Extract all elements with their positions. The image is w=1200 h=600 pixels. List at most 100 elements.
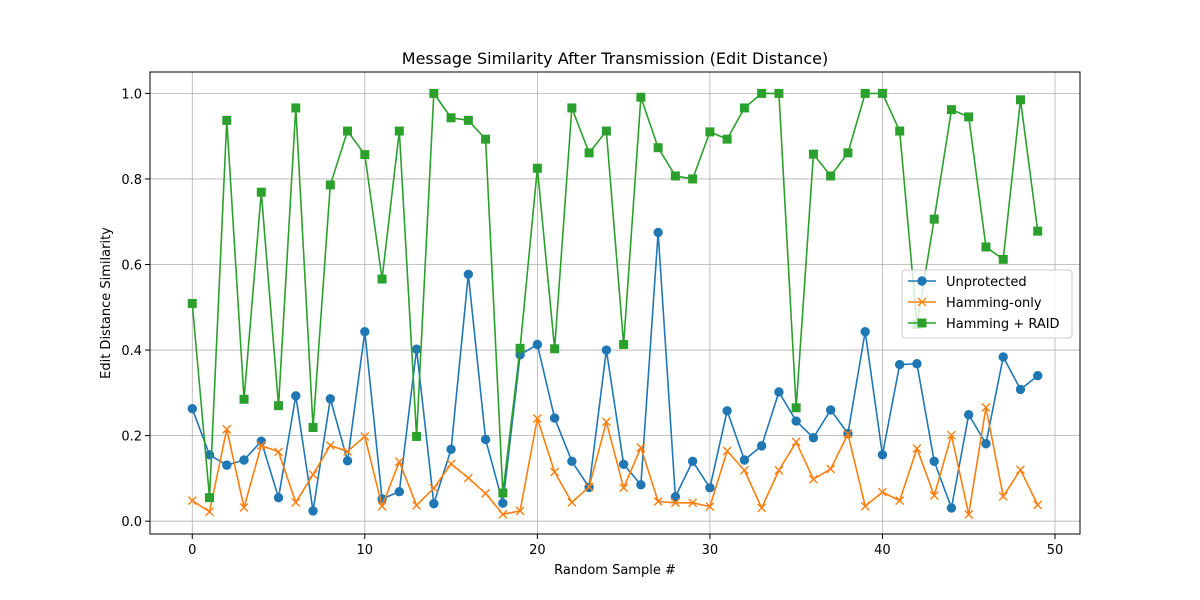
data-point-hamming-raid	[895, 126, 905, 136]
data-point-hamming-only	[981, 402, 991, 412]
data-point-hamming-raid	[739, 103, 749, 113]
data-point-hamming-raid	[412, 431, 422, 441]
axes-frame	[149, 71, 1081, 535]
data-point-unprotected	[739, 455, 750, 465]
data-point-unprotected	[756, 441, 767, 451]
x-tick-label: 50	[1047, 543, 1064, 558]
data-point-unprotected	[342, 456, 353, 466]
data-point-hamming-only	[256, 440, 266, 450]
data-point-unprotected	[860, 326, 870, 337]
data-point-hamming-only	[757, 503, 767, 513]
data-point-hamming-only	[636, 443, 646, 453]
data-point-hamming-only	[550, 467, 560, 477]
data-point-unprotected	[325, 394, 336, 404]
data-point-unprotected	[446, 444, 456, 454]
data-point-hamming-raid	[722, 134, 732, 144]
data-point-unprotected	[360, 326, 370, 337]
legend-marker-hamming-raid	[917, 318, 927, 328]
y-tick-label: 1.0	[121, 87, 142, 102]
data-point-unprotected	[825, 405, 836, 415]
data-point-hamming-only	[584, 482, 594, 492]
data-point-hamming-only	[343, 446, 353, 456]
legend-label-hamming-only: Hamming-only	[946, 296, 1042, 311]
data-point-unprotected	[601, 345, 612, 355]
data-point-hamming-raid	[981, 242, 991, 252]
data-point-hamming-raid	[791, 403, 801, 413]
data-point-hamming-only	[843, 429, 853, 439]
data-point-hamming-only	[946, 430, 956, 440]
plot-area	[187, 88, 1043, 519]
data-point-unprotected	[187, 403, 197, 414]
data-point-hamming-raid	[653, 143, 663, 153]
data-point-unprotected	[480, 434, 491, 445]
series-line-hamming-raid	[191, 92, 1039, 499]
y-tick-label: 0.0	[121, 515, 142, 530]
data-point-hamming-raid	[998, 254, 1008, 264]
data-point-hamming-only	[394, 457, 404, 467]
y-axis-label: Edit Distance Similarity	[99, 227, 114, 379]
data-point-unprotected	[929, 456, 939, 466]
data-point-hamming-raid	[394, 126, 404, 136]
data-point-unprotected	[463, 269, 474, 280]
data-point-hamming-raid	[1033, 226, 1043, 236]
data-point-hamming-only	[360, 431, 370, 441]
data-point-hamming-raid	[291, 103, 301, 113]
x-tick-label: 30	[702, 543, 719, 558]
data-point-hamming-raid	[964, 112, 974, 122]
data-point-hamming-only	[222, 424, 232, 434]
data-point-hamming-raid	[481, 134, 491, 144]
data-point-hamming-raid	[498, 488, 508, 498]
data-point-hamming-only	[446, 459, 456, 469]
data-point-unprotected	[687, 456, 698, 466]
series-line-unprotected	[191, 231, 1039, 512]
data-point-hamming-raid	[532, 163, 542, 173]
data-point-hamming-raid	[463, 115, 473, 125]
data-point-unprotected	[774, 387, 784, 397]
data-point-hamming-only	[205, 507, 215, 517]
data-point-hamming-only	[791, 437, 801, 447]
y-tick-label: 0.8	[121, 173, 142, 188]
data-point-hamming-raid	[308, 422, 318, 432]
legend-box	[901, 269, 1073, 339]
data-point-hamming-raid	[619, 339, 629, 349]
data-point-hamming-raid	[808, 149, 818, 159]
data-point-hamming-only	[601, 417, 611, 427]
chart-title: Message Similarity After Transmission (E…	[402, 49, 828, 68]
data-point-hamming-only	[187, 496, 197, 506]
data-point-unprotected	[808, 433, 819, 443]
data-point-hamming-only	[619, 483, 629, 493]
x-tick-label: 20	[529, 543, 546, 558]
data-point-hamming-only	[481, 488, 491, 498]
data-point-hamming-only	[912, 443, 922, 453]
x-tick-label: 0	[188, 543, 196, 558]
data-point-hamming-only	[498, 509, 508, 519]
data-point-unprotected	[256, 436, 266, 446]
data-point-hamming-raid	[584, 148, 594, 158]
data-point-hamming-raid	[946, 105, 956, 115]
data-point-hamming-raid	[636, 92, 646, 102]
data-point-hamming-only	[688, 498, 698, 508]
data-point-hamming-only	[515, 506, 525, 516]
series-hamming-raid	[187, 88, 1043, 503]
series-hamming-only	[187, 402, 1043, 519]
data-point-hamming-raid	[843, 148, 853, 158]
data-point-unprotected	[964, 409, 974, 420]
data-point-hamming-raid	[325, 180, 335, 190]
data-point-unprotected	[912, 359, 922, 369]
data-point-hamming-raid	[274, 401, 284, 411]
data-point-hamming-raid	[429, 88, 439, 98]
data-point-unprotected	[532, 339, 543, 350]
data-point-hamming-raid	[239, 394, 249, 404]
data-point-hamming-only	[705, 502, 715, 512]
data-point-hamming-raid	[446, 113, 456, 123]
data-point-hamming-raid	[256, 187, 266, 197]
data-point-hamming-only	[325, 440, 335, 450]
data-point-hamming-only	[239, 502, 249, 512]
data-point-hamming-raid	[550, 344, 560, 354]
data-point-unprotected	[998, 352, 1008, 362]
data-point-unprotected	[429, 498, 439, 509]
legend-marker-hamming-only	[917, 297, 927, 307]
legend-marker-unprotected	[917, 276, 927, 286]
data-point-hamming-raid	[601, 126, 611, 136]
